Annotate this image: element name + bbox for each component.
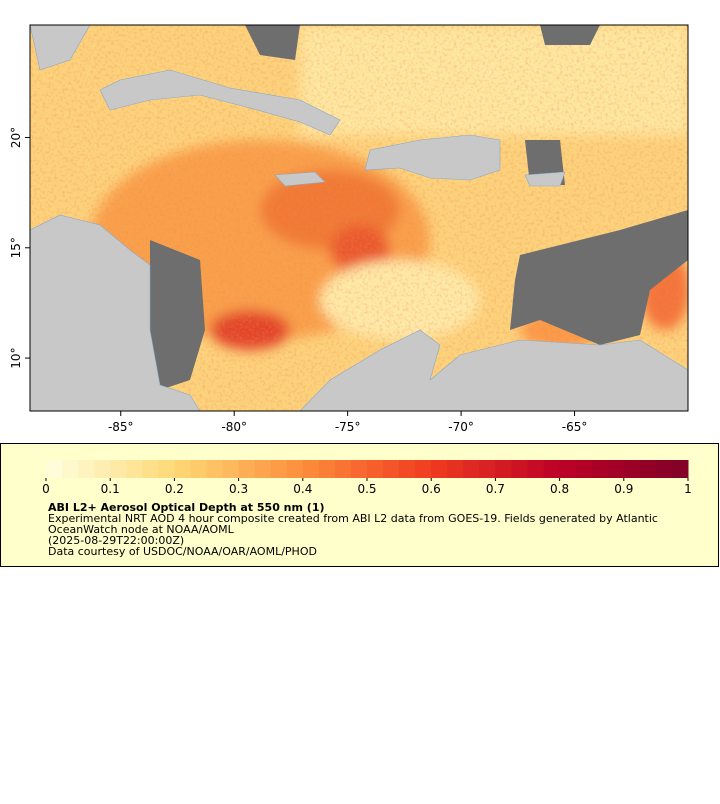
colorbar-tick-label: 0.6 — [422, 482, 441, 496]
colorbar-tick-label: 0.3 — [229, 482, 248, 496]
colorbar-step — [78, 460, 95, 478]
legend-title: ABI L2+ Aerosol Optical Depth at 550 nm … — [48, 501, 325, 514]
colorbar-step — [623, 460, 641, 478]
colorbar-step — [575, 460, 593, 478]
colorbar-tick-label: 0.9 — [614, 482, 633, 496]
map — [30, 25, 688, 411]
colorbar-step — [350, 460, 368, 478]
colorbar-step — [639, 460, 657, 478]
colorbar-step — [94, 460, 111, 478]
colorbar-step — [479, 460, 496, 478]
colorbar-tick-label: 0.2 — [165, 482, 184, 496]
colorbar-step — [286, 460, 304, 478]
colorbar-step — [62, 460, 79, 478]
colorbar-step — [334, 460, 352, 478]
y-tick-label: 20° — [9, 127, 23, 148]
colorbar-step — [367, 460, 384, 478]
colorbar-step — [671, 460, 689, 478]
colorbar-step — [158, 460, 175, 478]
colorbar-step — [190, 460, 207, 478]
colorbar-step — [511, 460, 528, 478]
colorbar-step — [46, 460, 63, 478]
map-frame — [29, 24, 689, 412]
colorbar-step — [174, 460, 191, 478]
colorbar-step — [399, 460, 416, 478]
x-tick-label: -75° — [335, 420, 361, 434]
colorbar-step — [302, 460, 320, 478]
colorbar-step — [495, 460, 512, 478]
colorbar-tick-label: 1 — [684, 482, 692, 496]
colorbar-tick-label: 0.4 — [293, 482, 312, 496]
colorbar-step — [110, 460, 127, 478]
colorbar-step — [527, 460, 545, 478]
axes: -85° -80° -75° -70° -65° 10° 15° 20° — [9, 127, 587, 434]
colorbar-step — [591, 460, 609, 478]
y-tick-label: 15° — [9, 237, 23, 258]
no-data — [150, 25, 688, 390]
colorbar-step — [222, 460, 240, 478]
colorbar-step — [254, 460, 272, 478]
colorbar-step — [431, 460, 448, 478]
x-tick-label: -65° — [562, 420, 588, 434]
x-tick-label: -80° — [221, 420, 247, 434]
colorbar-tick-label: 0.7 — [486, 482, 505, 496]
colorbar-step — [142, 460, 159, 478]
colorbar-step — [607, 460, 625, 478]
colorbar-step — [318, 460, 336, 478]
colorbar-step — [415, 460, 432, 478]
legend-line: (2025-08-29T22:00:00Z) — [48, 534, 184, 547]
legend-line: Experimental NRT AOD 4 hour composite cr… — [48, 512, 658, 525]
colorbar-step — [559, 460, 577, 478]
land — [30, 25, 688, 411]
x-tick-label: -70° — [448, 420, 474, 434]
colorbar-step — [463, 460, 480, 478]
colorbar-step — [270, 460, 288, 478]
colorbar-step — [206, 460, 224, 478]
colorbar-step — [543, 460, 561, 478]
colorbar-tick-label: 0 — [42, 482, 50, 496]
colorbar-step — [238, 460, 256, 478]
colorbar: 0 0.1 0.2 0.3 0.4 0.5 0.6 0.7 0.8 0.9 1 — [42, 460, 692, 496]
colorbar-step — [447, 460, 464, 478]
legend-line: OceanWatch node at NOAA/AOML — [48, 523, 235, 536]
colorbar-tick-label: 0.5 — [357, 482, 376, 496]
y-tick-label: 10° — [9, 347, 23, 368]
colorbar-tick-label: 0.8 — [550, 482, 569, 496]
legend-line: Data courtesy of USDOC/NOAA/OAR/AOML/PHO… — [48, 545, 317, 558]
colorbar-tick-label: 0.1 — [101, 482, 120, 496]
colorbar-step — [383, 460, 400, 478]
colorbar-step — [126, 460, 143, 478]
x-tick-label: -85° — [108, 420, 134, 434]
colorbar-step — [655, 460, 673, 478]
